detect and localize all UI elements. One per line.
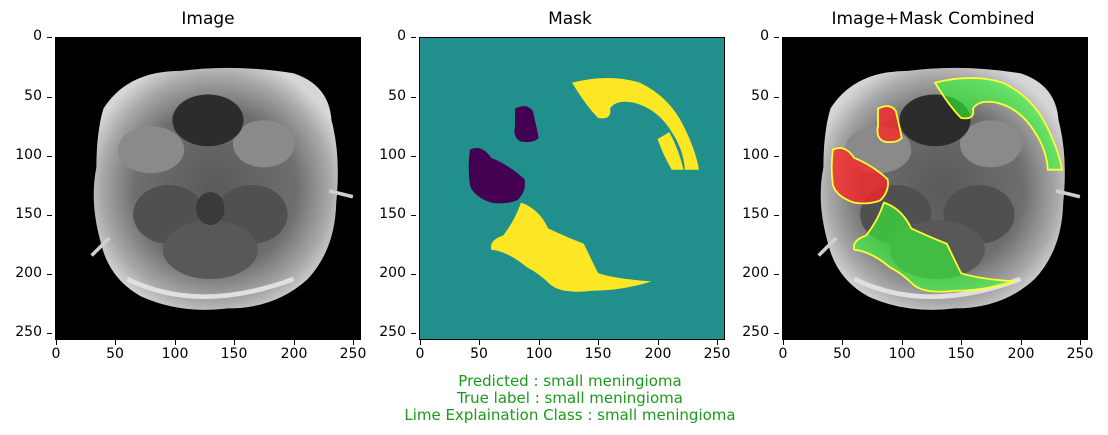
x-tick: 200 xyxy=(274,340,314,362)
mri-image xyxy=(55,37,361,340)
x-tick: 0 xyxy=(763,340,803,362)
x-tick: 150 xyxy=(214,340,254,362)
x-tick: 150 xyxy=(578,340,618,362)
x-tick: 100 xyxy=(882,340,922,362)
lime-class-caption: Lime Explaination Class : small meningio… xyxy=(404,406,736,424)
y-tick: 200 xyxy=(735,265,779,281)
true-label-caption: True label : small meningioma xyxy=(457,389,683,407)
x-tick: 50 xyxy=(95,340,135,362)
image-panel: Image 0 50 100 150 200 250 xyxy=(0,0,366,370)
x-tick: 150 xyxy=(941,340,981,362)
y-tick: 0 xyxy=(8,28,52,44)
y-tick: 200 xyxy=(8,265,52,281)
x-tick: 100 xyxy=(155,340,195,362)
x-tick: 200 xyxy=(638,340,678,362)
panel-title: Image xyxy=(181,9,235,29)
y-tick: 0 xyxy=(735,28,779,44)
x-tick: 50 xyxy=(459,340,499,362)
y-tick: 50 xyxy=(372,88,416,104)
y-tick: 100 xyxy=(372,147,416,163)
x-tick: 100 xyxy=(519,340,559,362)
x-tick: 0 xyxy=(36,340,76,362)
y-tick: 0 xyxy=(372,28,416,44)
y-tick: 200 xyxy=(372,265,416,281)
x-tick: 50 xyxy=(822,340,862,362)
y-tick: 50 xyxy=(735,88,779,104)
y-tick: 250 xyxy=(735,324,779,340)
panel-title: Image+Mask Combined xyxy=(831,9,1035,29)
prediction-caption: Predicted : small meningioma xyxy=(458,372,682,390)
y-tick: 100 xyxy=(735,147,779,163)
x-tick: 250 xyxy=(697,340,737,362)
y-tick: 100 xyxy=(8,147,52,163)
x-tick: 200 xyxy=(1001,340,1041,362)
panel-title: Mask xyxy=(548,9,592,29)
x-tick: 0 xyxy=(400,340,440,362)
mask-image xyxy=(419,37,725,340)
y-tick: 250 xyxy=(8,324,52,340)
combined-panel: Image+Mask Combined 0 50 100 150 200 250 xyxy=(727,0,1093,370)
y-tick: 150 xyxy=(8,206,52,222)
x-tick: 250 xyxy=(333,340,373,362)
x-tick: 250 xyxy=(1060,340,1100,362)
y-tick: 50 xyxy=(8,88,52,104)
mask-panel: Mask 0 50 100 150 200 250 0 50 100 150 2… xyxy=(364,0,730,370)
y-tick: 150 xyxy=(372,206,416,222)
y-tick: 250 xyxy=(372,324,416,340)
y-tick: 150 xyxy=(735,206,779,222)
combined-image xyxy=(782,37,1088,340)
